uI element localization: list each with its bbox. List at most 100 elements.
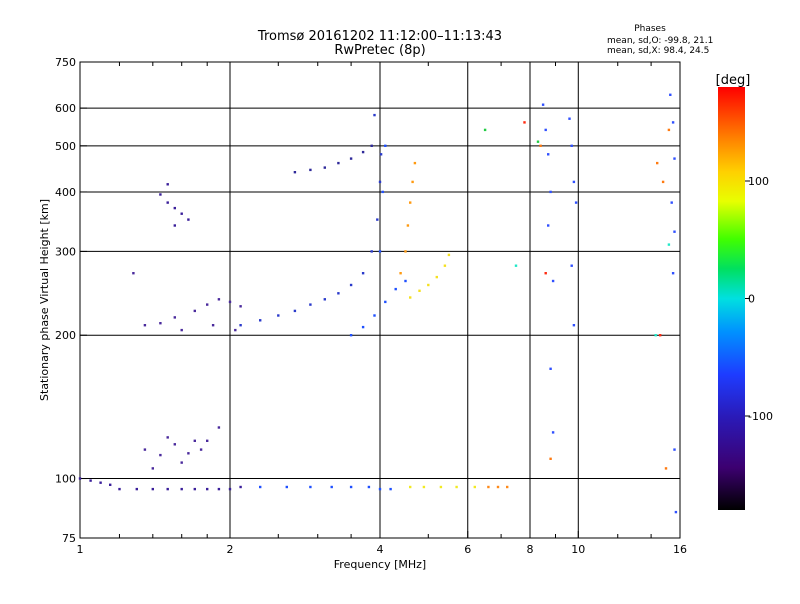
data-point	[409, 201, 412, 204]
data-point	[671, 272, 675, 275]
data-point	[78, 477, 82, 480]
data-point	[173, 443, 176, 446]
y-tick-label: 300	[55, 245, 76, 258]
y-tick-label: 400	[55, 186, 76, 199]
data-point	[367, 485, 371, 489]
data-point	[206, 487, 209, 491]
data-point	[217, 487, 221, 491]
data-points	[78, 93, 678, 514]
data-point	[506, 485, 509, 489]
data-point	[349, 334, 353, 337]
data-point	[673, 448, 676, 451]
data-point	[135, 487, 138, 491]
data-point	[173, 206, 176, 210]
data-point	[361, 325, 365, 329]
data-point	[217, 426, 221, 429]
colorbar-label: [deg]	[716, 73, 751, 88]
data-point	[228, 300, 232, 304]
data-point	[199, 448, 203, 451]
data-point	[99, 481, 102, 484]
data-point	[349, 485, 353, 489]
data-point	[193, 309, 196, 313]
data-point	[180, 328, 183, 332]
data-point	[166, 201, 169, 204]
data-point	[337, 161, 340, 165]
data-point	[143, 324, 147, 327]
data-point	[496, 485, 500, 489]
data-point	[384, 144, 387, 147]
colorbar-ticks: 100 0 -100	[745, 175, 773, 423]
data-point	[234, 328, 237, 332]
data-point	[659, 334, 662, 337]
data-point	[180, 487, 183, 491]
data-point	[211, 324, 215, 327]
data-point	[89, 479, 92, 482]
data-point	[544, 272, 547, 275]
x-tick-label: 4	[377, 543, 384, 556]
x-tick-label: 16	[673, 543, 687, 556]
data-point	[661, 180, 665, 184]
data-point	[523, 121, 526, 124]
data-point	[180, 212, 183, 215]
grid-lines	[80, 62, 680, 538]
data-point	[206, 439, 209, 442]
data-point	[166, 183, 169, 186]
data-point	[406, 224, 410, 227]
data-point	[173, 224, 176, 227]
data-point	[404, 250, 407, 253]
chart-subtitle: RwPretec (8p)	[334, 43, 425, 58]
data-point	[664, 467, 668, 470]
axis-ticks: 1 2 4 6 8 10 16 75 100 200 300 400 500 600 750	[55, 56, 687, 556]
x-tick-label: 8	[527, 543, 534, 556]
data-point	[309, 485, 312, 489]
x-tick-label: 2	[227, 543, 234, 556]
data-point	[409, 296, 412, 299]
data-point	[539, 144, 542, 147]
data-point	[166, 487, 169, 491]
data-point	[337, 292, 340, 295]
data-point	[487, 485, 490, 489]
data-point	[187, 218, 190, 221]
data-point	[671, 121, 675, 124]
data-point	[361, 150, 365, 154]
data-point	[309, 303, 312, 306]
data-point	[570, 144, 573, 147]
data-point	[159, 453, 162, 457]
data-point	[132, 272, 135, 275]
data-point	[544, 128, 547, 132]
data-point	[455, 485, 458, 489]
data-point	[570, 264, 573, 267]
data-point	[239, 305, 242, 308]
data-point	[370, 250, 373, 253]
data-point	[378, 180, 382, 184]
data-point	[669, 93, 672, 96]
data-point	[667, 243, 671, 246]
data-point	[373, 113, 376, 117]
data-point	[409, 485, 412, 489]
data-point	[568, 117, 571, 120]
data-point	[143, 448, 147, 451]
data-point	[422, 485, 426, 489]
y-tick-label: 200	[55, 329, 76, 342]
data-point	[166, 436, 169, 439]
data-point	[404, 279, 407, 283]
data-point	[654, 334, 657, 337]
data-point	[159, 322, 162, 325]
chart-title: Tromsø 20161202 11:12:00–11:13:43	[257, 29, 502, 44]
data-point	[549, 190, 552, 194]
data-point	[418, 289, 421, 292]
data-point	[427, 283, 430, 287]
data-point	[435, 275, 438, 279]
data-point	[180, 461, 183, 464]
data-point	[549, 457, 552, 460]
data-point	[673, 230, 676, 233]
data-point	[447, 253, 451, 257]
data-point	[574, 201, 578, 204]
data-point	[547, 153, 550, 156]
data-point	[378, 487, 382, 491]
y-tick-label: 100	[55, 473, 76, 486]
data-point	[547, 224, 550, 227]
colorbar-tick-label: -100	[748, 410, 773, 423]
x-axis-label: Frequency [MHz]	[334, 558, 426, 571]
